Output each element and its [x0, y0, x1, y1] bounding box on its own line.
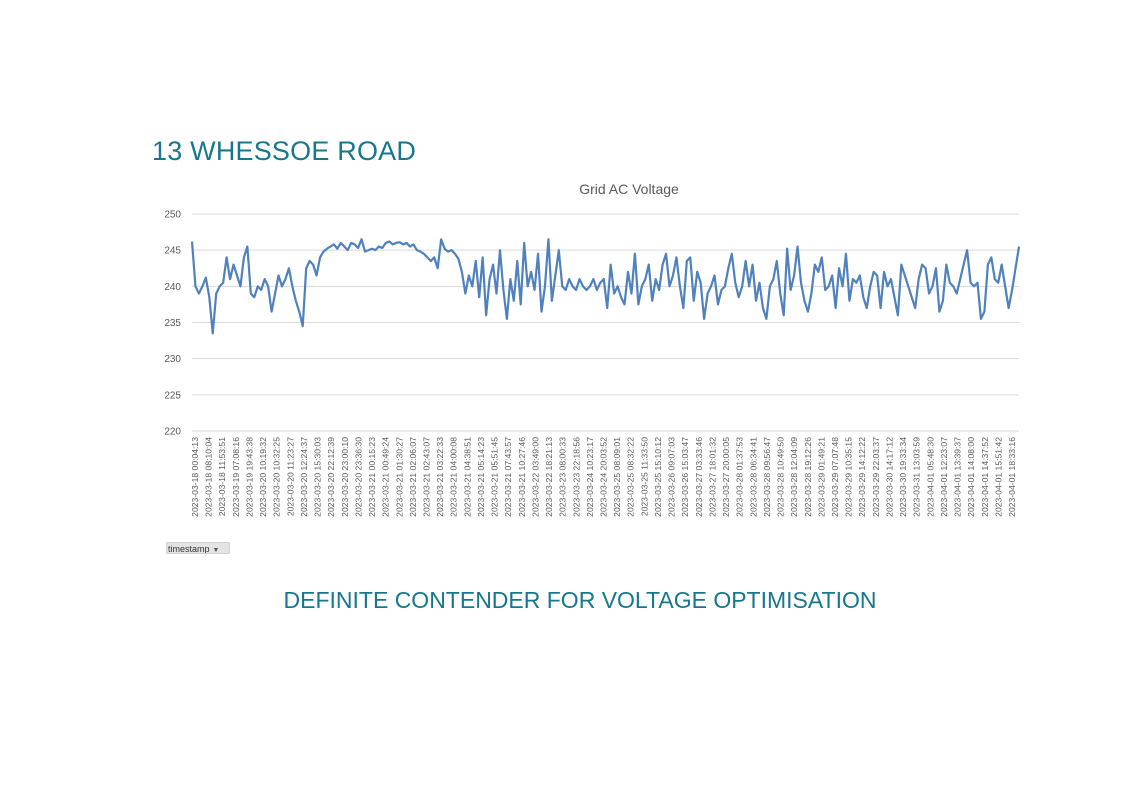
x-tick-label: 2023-04-01 13:39:37 — [953, 437, 963, 517]
x-tick-label: 2023-03-25 08:09:01 — [612, 437, 622, 517]
dropdown-arrow-icon: ▼ — [212, 547, 220, 554]
x-tick-label: 2023-03-18 00:04:13 — [190, 437, 200, 517]
voltage-series-line — [190, 238, 1021, 335]
x-tick-label: 2023-03-29 07:07:48 — [830, 437, 840, 517]
x-tick-label: 2023-03-22 03:49:00 — [530, 437, 540, 517]
x-tick-label: 2023-03-21 02:06:07 — [408, 437, 418, 517]
x-tick-label: 2023-03-18 08:10:04 — [204, 437, 214, 517]
y-axis-ticks: 220 225 230 235 240 245 250 — [164, 210, 181, 438]
x-tick-label: 2023-03-19 07:08:16 — [231, 437, 241, 517]
x-tick-label: 2023-03-31 13:03:59 — [912, 437, 922, 517]
x-tick-label: 2023-03-28 06:34:41 — [748, 437, 758, 517]
x-tick-label: 2023-04-01 18:33:16 — [1007, 437, 1017, 517]
x-tick-label: 2023-03-29 10:35:15 — [844, 437, 854, 517]
chart-title: Grid AC Voltage — [579, 181, 679, 197]
x-tick-label: 2023-03-23 08:00:33 — [558, 437, 568, 517]
x-tick-label: 2023-03-30 14:17:12 — [884, 437, 894, 517]
x-tick-label: 2023-03-21 07:43:57 — [503, 437, 513, 517]
x-tick-label: 2023-03-28 19:12:26 — [803, 437, 813, 517]
x-tick-label: 2023-04-01 12:23:07 — [939, 437, 949, 517]
x-tick-label: 2023-03-29 01:49:21 — [816, 437, 826, 517]
x-tick-label: 2023-04-01 05:48:30 — [925, 437, 935, 517]
x-tick-label: 2023-04-01 15:51:42 — [993, 437, 1003, 517]
y-tick-label: 245 — [164, 246, 181, 257]
x-tick-label: 2023-03-24 10:23:17 — [585, 437, 595, 517]
x-tick-label: 2023-03-21 10:27:46 — [517, 437, 527, 517]
x-tick-label: 2023-03-21 00:15:23 — [367, 437, 377, 517]
x-tick-label: 2023-03-25 11:33:50 — [639, 437, 649, 516]
x-tick-label: 2023-03-21 04:00:08 — [449, 437, 459, 517]
y-tick-label: 240 — [164, 282, 181, 293]
x-tick-label: 2023-03-27 03:33:46 — [694, 437, 704, 517]
x-tick-label: 2023-03-24 20:03:52 — [599, 437, 609, 517]
x-tick-label: 2023-03-21 00:49:24 — [381, 437, 391, 517]
x-tick-label: 2023-03-21 02:43:07 — [421, 437, 431, 517]
x-tick-label: 2023-03-27 18:01:32 — [707, 437, 717, 517]
x-tick-label: 2023-03-21 01:30:27 — [394, 437, 404, 517]
x-tick-label: 2023-03-28 12:04:09 — [789, 437, 799, 517]
x-tick-label: 2023-04-01 14:08:00 — [966, 437, 976, 517]
x-tick-label: 2023-03-25 08:32:22 — [626, 437, 636, 517]
chart-grid — [192, 213, 1019, 432]
y-tick-label: 220 — [164, 427, 181, 438]
x-tick-label: 2023-03-20 11:23:27 — [285, 437, 295, 516]
x-tick-label: 2023-03-20 10:32:25 — [272, 437, 282, 517]
x-tick-label: 2023-03-25 15:10:12 — [653, 437, 663, 517]
x-tick-label: 2023-03-21 04:38:51 — [462, 437, 472, 517]
x-axis-ticks: 2023-03-18 00:04:13 2023-03-18 08:10:04 20… — [190, 437, 1017, 517]
conclusion-text: DEFINITE CONTENDER FOR VOLTAGE OPTIMISAT… — [283, 587, 877, 613]
x-tick-label: 2023-03-28 09:56:47 — [762, 437, 772, 517]
x-tick-label: 2023-04-01 14:37:52 — [980, 437, 990, 517]
filter-label: timestamp — [168, 544, 210, 554]
x-tick-label: 2023-03-27 20:00:05 — [721, 437, 731, 517]
x-tick-label: 2023-03-22 18:21:13 — [544, 437, 554, 517]
x-tick-label: 2023-03-20 23:36:30 — [353, 437, 363, 517]
x-tick-label: 2023-03-28 10:49:50 — [776, 437, 786, 517]
x-tick-label: 2023-03-20 12:24:37 — [299, 437, 309, 517]
x-tick-label: 2023-03-18 11:53:51 — [217, 437, 227, 516]
x-tick-label: 2023-03-21 03:22:33 — [435, 437, 445, 517]
x-tick-label: 2023-03-29 22:03:37 — [871, 437, 881, 517]
x-tick-label: 2023-03-20 15:30:03 — [313, 437, 323, 517]
x-tick-label: 2023-03-20 22:12:39 — [326, 437, 336, 517]
y-tick-label: 230 — [164, 354, 181, 365]
timestamp-filter-button[interactable]: timestamp ▼ — [166, 542, 230, 554]
y-tick-label: 225 — [164, 390, 181, 401]
x-tick-label: 2023-03-28 01:37:53 — [735, 437, 745, 517]
y-tick-label: 235 — [164, 318, 181, 329]
page-title: 13 WHESSOE ROAD — [152, 136, 417, 166]
x-tick-label: 2023-03-20 23:00:10 — [340, 437, 350, 517]
y-tick-label: 250 — [164, 210, 181, 221]
x-tick-label: 2023-03-26 15:03:47 — [680, 437, 690, 517]
x-tick-label: 2023-03-21 05:14:23 — [476, 437, 486, 517]
x-tick-label: 2023-03-19 19:43:38 — [244, 437, 254, 517]
x-tick-label: 2023-03-21 05:51:45 — [490, 437, 500, 517]
x-tick-label: 2023-03-26 09:07:03 — [667, 437, 677, 517]
x-tick-label: 2023-03-30 19:33:34 — [898, 437, 908, 517]
x-tick-label: 2023-03-20 10:19:32 — [258, 437, 268, 517]
x-tick-label: 2023-03-23 22:18:56 — [571, 437, 581, 517]
x-tick-label: 2023-03-29 14:12:22 — [857, 437, 867, 517]
chart-series — [190, 238, 1021, 335]
